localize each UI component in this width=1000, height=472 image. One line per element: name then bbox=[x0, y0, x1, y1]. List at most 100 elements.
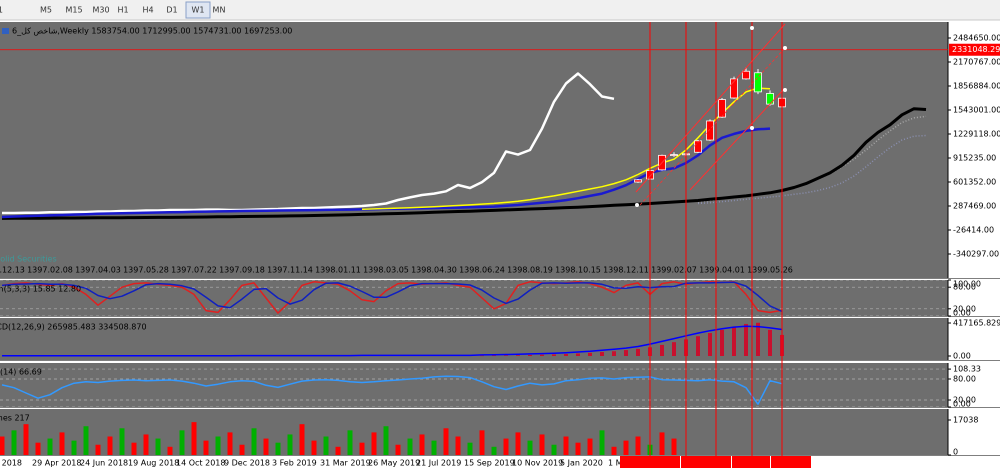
anchor-dot bbox=[783, 46, 787, 50]
channel-line bbox=[689, 87, 786, 191]
volume-bar bbox=[383, 426, 389, 455]
timeframe-button[interactable]: D1 bbox=[166, 6, 177, 15]
watermark: lolid Securities bbox=[0, 255, 57, 264]
timeframe-button[interactable]: M5 bbox=[40, 6, 52, 15]
volume-bar bbox=[563, 436, 569, 455]
volume-bar bbox=[407, 438, 413, 455]
candle-body bbox=[754, 72, 762, 93]
y-tick-label: 20.00 bbox=[953, 304, 976, 313]
histogram-bar bbox=[768, 329, 772, 357]
x-tick-label: 1397.11.14 bbox=[267, 266, 313, 275]
candle-body bbox=[742, 70, 750, 80]
x-tick-label: 3 Feb 2019 bbox=[272, 459, 317, 468]
panel-bg bbox=[0, 409, 948, 455]
x-tick-label: 1398.03.05 bbox=[363, 266, 409, 275]
y-tick-label: 80.00 bbox=[953, 283, 976, 292]
x-tick-label: 9 Dec 2018 bbox=[224, 459, 270, 468]
panel-title: MACD(12,26,9) 265985.483 334508.870 bbox=[0, 323, 147, 332]
y-tick-label: -340297.00 bbox=[953, 250, 999, 259]
y-tick-label: 100.00 bbox=[953, 280, 981, 289]
time-marker bbox=[681, 456, 731, 468]
volume-bar bbox=[287, 434, 293, 455]
histogram-bar bbox=[588, 352, 592, 357]
timeframe-button[interactable]: MN bbox=[213, 6, 226, 15]
drawing-objects bbox=[635, 22, 787, 458]
histogram-bar bbox=[516, 355, 520, 357]
x-tick-label: 29 Apr 2018 bbox=[32, 459, 81, 468]
volume-bar bbox=[59, 432, 65, 455]
price-label-bg bbox=[949, 43, 1000, 56]
timeframe-button[interactable]: W1 bbox=[192, 6, 205, 15]
volume-bar bbox=[347, 430, 353, 455]
y-tick-label: 17038 bbox=[953, 416, 978, 425]
time-marker bbox=[771, 456, 811, 468]
volume-bar bbox=[515, 432, 521, 455]
volume-bar bbox=[251, 428, 257, 455]
x-tick-label: Mar 2018 bbox=[0, 459, 22, 468]
histogram-bar bbox=[720, 329, 724, 357]
panel-bg bbox=[0, 22, 948, 278]
timeframe-button[interactable]: M15 bbox=[65, 6, 82, 15]
volume-bar bbox=[623, 440, 629, 455]
histogram-bar bbox=[756, 322, 760, 357]
panel-bg bbox=[0, 363, 948, 407]
histogram-bar bbox=[696, 336, 700, 357]
volume-bar bbox=[131, 442, 137, 455]
x-tick-label: 31 Mar 2019 bbox=[320, 459, 371, 468]
volume-bar bbox=[671, 438, 677, 455]
timeframe-button[interactable]: H4 bbox=[142, 6, 153, 15]
volume-bar bbox=[455, 436, 461, 455]
volume-bar bbox=[635, 436, 641, 455]
price-label: 2331048.29 bbox=[952, 45, 1000, 54]
x-tick-label: 1397.07.22 bbox=[171, 266, 217, 275]
dotted-line bbox=[697, 115, 927, 203]
candle-body bbox=[694, 140, 702, 153]
panel-bg bbox=[0, 280, 948, 316]
x-tick-label: 1397.05.28 bbox=[123, 266, 169, 275]
y-tick-label: 0.00 bbox=[953, 400, 971, 409]
histogram-bar bbox=[612, 351, 616, 357]
panel-title: RSI(14) 66.69 bbox=[0, 368, 42, 377]
y-tick-label: 1543001.00 bbox=[953, 105, 1000, 114]
y-tick-label: 417165.829 bbox=[953, 319, 1000, 328]
plot-area bbox=[0, 422, 677, 455]
y-tick-label: 1856884.00 bbox=[953, 81, 1000, 90]
y-tick-label: 0 bbox=[953, 448, 958, 457]
time-marker bbox=[732, 456, 770, 468]
anchor-dot bbox=[635, 203, 639, 207]
timeframe-button[interactable]: M1 bbox=[0, 6, 3, 15]
y-tick-label: -26414.00 bbox=[953, 226, 994, 235]
volume-bar bbox=[47, 438, 53, 455]
volume-bar bbox=[23, 424, 29, 455]
time-markers bbox=[620, 456, 811, 468]
timeframe-button[interactable]: H1 bbox=[117, 6, 128, 15]
anchor-dot bbox=[750, 26, 754, 30]
candle-body bbox=[730, 78, 738, 99]
volume-bar bbox=[491, 446, 497, 455]
x-tick-label: 15 Sep 2019 bbox=[464, 459, 515, 468]
channel-line bbox=[635, 23, 786, 193]
x-tick-label: 1398.01.11 bbox=[315, 266, 361, 275]
volume-bar bbox=[503, 438, 509, 455]
histogram-bar bbox=[480, 355, 484, 357]
volume-bar bbox=[239, 444, 245, 455]
active-button bbox=[185, 1, 211, 19]
candle-body bbox=[670, 154, 678, 156]
volume-bar bbox=[71, 440, 77, 455]
indicator-line bbox=[1, 281, 783, 314]
x-tick-label: 1398.04.30 bbox=[411, 266, 457, 275]
histogram-bar bbox=[636, 348, 640, 357]
volume-bar bbox=[83, 426, 89, 455]
volume-bar bbox=[179, 430, 185, 455]
volume-bar bbox=[479, 430, 485, 455]
y-tick-label: 108.33 bbox=[953, 365, 981, 374]
y-tick-label: 80.00 bbox=[953, 374, 976, 383]
panel-title: Stoch(5,3,3) 15.85 12.80 bbox=[0, 285, 81, 294]
x-tick-label: 14 Oct 2018 bbox=[176, 459, 225, 468]
volume-bar bbox=[143, 434, 149, 455]
candle-body bbox=[634, 179, 642, 183]
indicator-line bbox=[1, 375, 783, 405]
panel-title: Volumes 217 bbox=[0, 414, 30, 423]
histogram-bar bbox=[624, 350, 628, 357]
timeframe-button[interactable]: M30 bbox=[92, 6, 109, 15]
